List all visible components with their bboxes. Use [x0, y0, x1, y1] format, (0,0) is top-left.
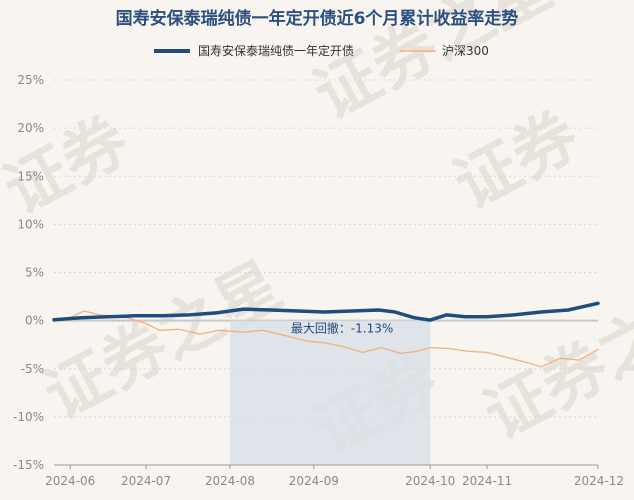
drawdown-region: 最大回撤：-1.13% [229, 320, 431, 465]
x-tick-label: 2024-06 [45, 474, 95, 488]
legend-label-series-1: 国寿安保泰瑞纯债一年定开债 [198, 43, 354, 58]
y-tick-label: 15% [17, 169, 44, 183]
y-tick-label: 20% [17, 121, 44, 135]
legend-label-series-2: 沪深300 [442, 44, 489, 58]
x-axis: 2024-06 2024-07 2024-08 2024-09 2024-10 2024-… [45, 464, 624, 488]
y-tick-label: 10% [17, 217, 44, 231]
x-tick-label: 2024-11 [462, 474, 512, 488]
series-lines [52, 301, 600, 368]
chart-title: 国寿安保泰瑞纯债一年定开债近6个月累计收益率走势 [116, 8, 519, 29]
x-tick-label: 2024-12 [574, 474, 624, 488]
x-tick-label: 2024-07 [121, 474, 171, 488]
y-tick-label: -10% [13, 410, 44, 424]
series-line-1 [52, 301, 600, 322]
x-tick-label: 2024-08 [205, 474, 255, 488]
y-axis: 25% 20% 15% 10% 5% 0% -5% -10% -15% [13, 73, 44, 472]
legend: 国寿安保泰瑞纯债一年定开债 沪深300 [154, 43, 489, 58]
x-tick-label: 2024-10 [405, 474, 455, 488]
x-tick-label: 2024-09 [289, 474, 339, 488]
y-tick-label: 25% [17, 73, 44, 87]
series-line-2 [53, 310, 599, 368]
drawdown-label: 最大回撤：-1.13% [291, 321, 393, 336]
drawdown-band [229, 320, 431, 465]
watermark-text: 证券 [443, 98, 592, 224]
y-tick-label: 5% [25, 266, 44, 280]
y-tick-label: -5% [21, 362, 44, 376]
y-tick-label: -15% [13, 458, 44, 472]
y-tick-label: 0% [25, 314, 44, 328]
